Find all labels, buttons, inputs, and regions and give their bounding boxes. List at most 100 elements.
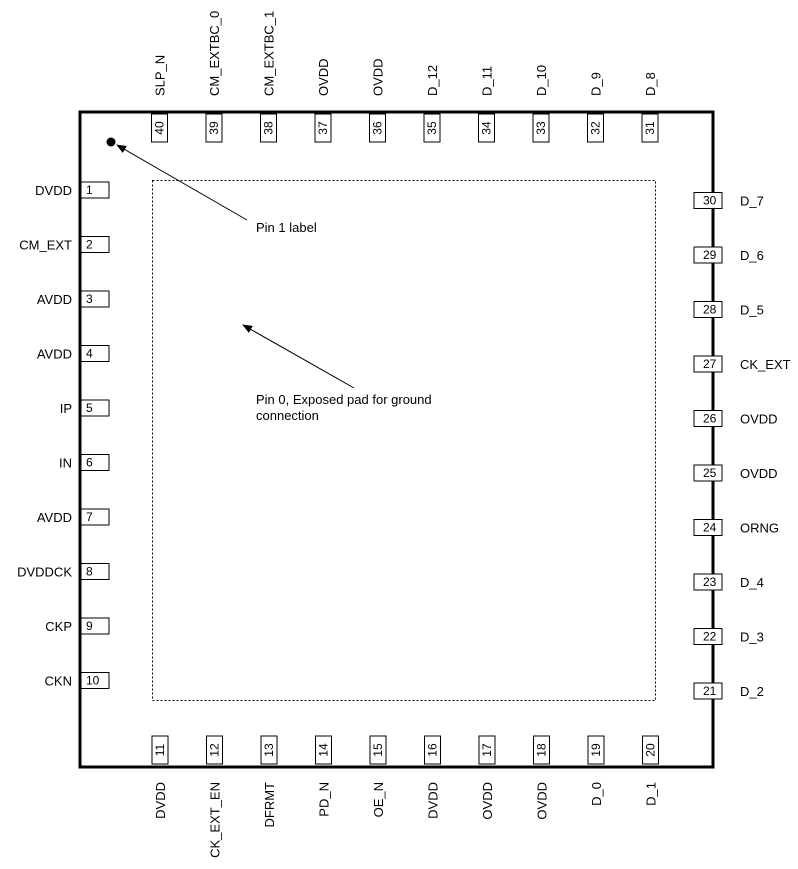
pin-number-35: 35: [425, 121, 439, 135]
pin-number-20: 20: [644, 743, 658, 757]
pin-number-39: 39: [207, 121, 221, 135]
pin-number-25: 25: [703, 466, 717, 480]
pin-number-19: 19: [589, 743, 603, 757]
pin-number-21: 21: [703, 684, 717, 698]
pin-name-24: ORNG: [740, 521, 779, 536]
pin-box-28: [693, 301, 723, 318]
pin-box-2: [80, 236, 110, 253]
pin-number-16: 16: [426, 743, 440, 757]
pin-name-16: DVDD: [426, 782, 441, 819]
pin-name-18: OVDD: [535, 782, 550, 820]
pin-number-27: 27: [703, 357, 717, 371]
pin-box-29: [693, 246, 723, 264]
pin-name-37: OVDD: [316, 58, 331, 96]
pin-box-17: [478, 735, 496, 765]
pin-number-31: 31: [643, 121, 657, 135]
pin-box-12: [206, 735, 223, 765]
pin-number-9: 9: [86, 619, 93, 633]
pin-number-32: 32: [589, 121, 603, 135]
pin-name-34: D_11: [480, 66, 495, 96]
pin-box-9: [80, 617, 110, 635]
pin-name-17: OVDD: [480, 782, 495, 820]
pin-name-39: CM_EXTBC_0: [207, 11, 222, 96]
pin-box-15: [369, 735, 387, 765]
exposed-pad: [152, 180, 656, 701]
pin-box-36: [369, 113, 386, 143]
pin1-arrow: [116, 144, 248, 221]
pin-number-4: 4: [86, 347, 93, 361]
pin-name-15: OE_N: [371, 782, 386, 817]
pin-number-34: 34: [480, 121, 494, 135]
pin-number-38: 38: [262, 121, 276, 135]
pin-name-4: AVDD: [37, 347, 72, 362]
pin-box-18: [533, 735, 550, 765]
pin-number-5: 5: [86, 401, 93, 415]
pin-number-30: 30: [703, 194, 717, 208]
pin-name-33: D_10: [534, 65, 549, 96]
pin-box-32: [587, 113, 604, 143]
pin-number-15: 15: [371, 743, 385, 757]
pin-name-26: OVDD: [740, 412, 778, 427]
pin-number-3: 3: [86, 292, 93, 306]
pin-name-13: DFRMT: [262, 782, 277, 828]
pin-number-28: 28: [703, 303, 717, 317]
pin-number-37: 37: [316, 121, 330, 135]
pin-box-23: [693, 573, 723, 591]
pin-box-38: [260, 113, 277, 143]
pin-box-26: [693, 410, 723, 427]
pin1-label: Pin 1 label: [256, 220, 317, 235]
pin-layer: 1DVDD2CM_EXT3AVDD4AVDD5IP6IN7AVDD8DVDDCK…: [17, 11, 791, 858]
pin-name-12: CK_EXT_EN: [208, 782, 223, 858]
pin-name-21: D_2: [740, 684, 764, 699]
pin-box-39: [205, 113, 223, 143]
pin-box-33: [532, 113, 550, 143]
pin-box-14: [315, 735, 332, 765]
pin-name-36: OVDD: [371, 58, 386, 96]
pin-name-9: CKP: [45, 619, 72, 634]
pin-name-38: CM_EXTBC_1: [262, 11, 277, 96]
pin-box-35: [423, 113, 441, 143]
pin-name-23: D_4: [740, 575, 764, 590]
pin-name-2: CM_EXT: [19, 238, 72, 253]
pin-number-1: 1: [86, 183, 93, 197]
pin1-dot: [106, 137, 116, 147]
pin-box-8: [80, 563, 110, 580]
pin-number-22: 22: [703, 630, 717, 644]
pin-number-40: 40: [153, 121, 167, 135]
pin-box-5: [80, 399, 110, 417]
pin-name-14: PD_N: [317, 782, 332, 817]
pin-name-29: D_6: [740, 248, 764, 263]
pin-number-11: 11: [153, 743, 167, 756]
pin-name-3: AVDD: [37, 292, 72, 307]
pin-box-6: [80, 454, 110, 471]
pin-name-32: D_9: [589, 72, 604, 96]
pin-box-30: [693, 192, 723, 209]
pin-box-21: [693, 682, 723, 700]
exposed-pad-arrow: [242, 324, 355, 389]
pin-name-11: DVDD: [153, 782, 168, 819]
pin-name-1: DVDD: [35, 183, 72, 198]
pin-box-34: [478, 113, 495, 143]
pin-number-14: 14: [317, 743, 331, 757]
pin-box-3: [80, 290, 110, 308]
pin-name-7: AVDD: [37, 510, 72, 525]
pin-number-33: 33: [534, 121, 548, 135]
pin-box-13: [260, 735, 278, 765]
pin-number-8: 8: [86, 565, 93, 579]
exposed-pad-label-line2: connection: [256, 408, 319, 423]
pin-box-20: [642, 735, 659, 765]
pin-name-6: IN: [59, 456, 72, 471]
pin-box-1: [80, 181, 110, 199]
pin-number-36: 36: [371, 121, 385, 135]
pin-number-26: 26: [703, 412, 717, 426]
pin-name-31: D_8: [643, 72, 658, 96]
pin-name-19: D_0: [589, 782, 604, 806]
pin-name-25: OVDD: [740, 466, 778, 481]
pin-number-17: 17: [480, 743, 494, 757]
package-outline: [78, 110, 715, 769]
pin-name-30: D_7: [740, 194, 764, 209]
pin-name-40: SLP_N: [153, 55, 168, 96]
pin-name-10: CKN: [45, 674, 72, 689]
pin-box-10: [80, 672, 110, 689]
pin-name-22: D_3: [740, 630, 764, 645]
